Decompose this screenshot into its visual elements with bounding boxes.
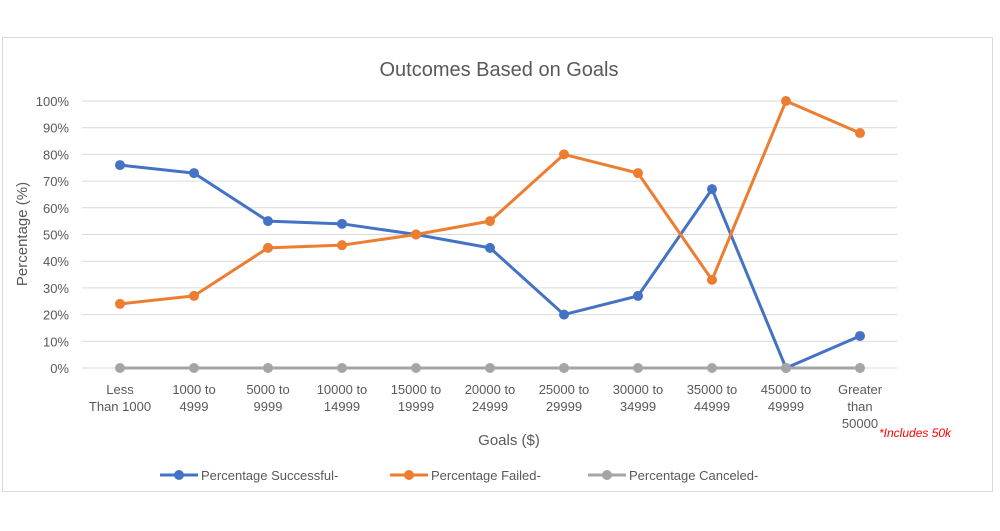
y-tick-label: 30%	[43, 281, 69, 296]
x-tick-label: Less Than 1000	[89, 382, 151, 414]
legend-swatch-marker	[174, 470, 184, 480]
data-point	[411, 363, 421, 373]
data-point	[485, 242, 495, 253]
data-point	[633, 363, 643, 373]
legend-item: Percentage Successful-	[160, 468, 338, 483]
x-tick-label: 30000 to 34999	[613, 382, 664, 414]
legend-item: Percentage Failed-	[390, 468, 541, 483]
data-point	[189, 168, 199, 179]
data-point	[189, 363, 199, 373]
legend-swatch-marker	[602, 470, 612, 480]
x-tick-label: 35000 to 44999	[687, 382, 738, 414]
x-tick-label: 20000 to 24999	[465, 382, 516, 414]
data-point	[633, 168, 643, 179]
x-tick-label: Greater than 50000	[838, 382, 883, 431]
series-3	[115, 363, 865, 373]
data-point	[559, 149, 569, 160]
data-point	[485, 216, 495, 227]
data-point	[707, 274, 717, 285]
data-point	[115, 298, 125, 309]
data-point	[485, 363, 495, 373]
data-point	[781, 96, 791, 106]
data-point	[263, 242, 273, 253]
data-point	[337, 363, 347, 373]
y-tick-label: 70%	[43, 174, 69, 189]
data-point	[781, 363, 791, 373]
chart-frame	[2, 37, 993, 492]
data-point	[633, 290, 643, 301]
series-line	[119, 99, 861, 306]
series-line	[119, 163, 861, 370]
y-tick-label: 100%	[36, 94, 70, 109]
x-tick-label: 10000 to 14999	[317, 382, 368, 414]
x-axis-ticks: Less Than 1000 1000 to 4999 5000 to 9999 10000…	[89, 382, 883, 431]
series-group	[115, 96, 865, 373]
data-point	[115, 160, 125, 171]
data-point	[263, 363, 273, 373]
data-point	[855, 330, 865, 341]
data-point	[337, 240, 347, 251]
legend-swatch-marker	[404, 470, 414, 480]
x-tick-label: 15000 to 19999	[391, 382, 442, 414]
x-tick-label: 45000 to 49999	[761, 382, 812, 414]
data-point	[337, 218, 347, 229]
data-point	[263, 216, 273, 227]
legend-label: Percentage Successful-	[201, 468, 338, 483]
legend-label: Percentage Canceled-	[629, 468, 758, 483]
y-tick-label: 0%	[50, 361, 69, 376]
data-point	[559, 363, 569, 373]
y-axis-ticks: 0% 10% 20% 30% 40% 50% 60% 70% 80% 90% 100%	[36, 94, 70, 376]
y-tick-label: 20%	[43, 308, 69, 323]
y-tick-label: 60%	[43, 201, 69, 216]
data-point	[707, 363, 717, 373]
annotation-note: *Includes 50k	[879, 426, 952, 440]
legend-label: Percentage Failed-	[431, 468, 541, 483]
y-tick-label: 10%	[43, 334, 69, 349]
data-point	[189, 290, 199, 301]
data-point	[559, 309, 569, 320]
legend: Percentage Successful- Percentage Failed-…	[160, 468, 758, 483]
data-point	[855, 128, 865, 139]
y-tick-label: 50%	[43, 228, 69, 243]
y-axis-title: Percentage (%)	[14, 182, 31, 286]
x-axis-title: Goals ($)	[478, 432, 540, 449]
x-tick-label: 5000 to 9999	[246, 382, 289, 414]
gridlines	[82, 100, 897, 369]
data-point	[855, 363, 865, 373]
x-tick-label: 25000 to 29999	[539, 382, 590, 414]
chart-title: Outcomes Based on Goals	[379, 59, 618, 81]
y-tick-label: 40%	[43, 254, 69, 269]
series-2	[115, 96, 865, 309]
data-point	[411, 229, 421, 240]
x-tick-label: 1000 to 4999	[172, 382, 215, 414]
y-tick-label: 90%	[43, 121, 69, 136]
data-point	[707, 184, 717, 195]
y-tick-label: 80%	[43, 147, 69, 162]
legend-item: Percentage Canceled-	[588, 468, 758, 483]
data-point	[115, 363, 125, 373]
